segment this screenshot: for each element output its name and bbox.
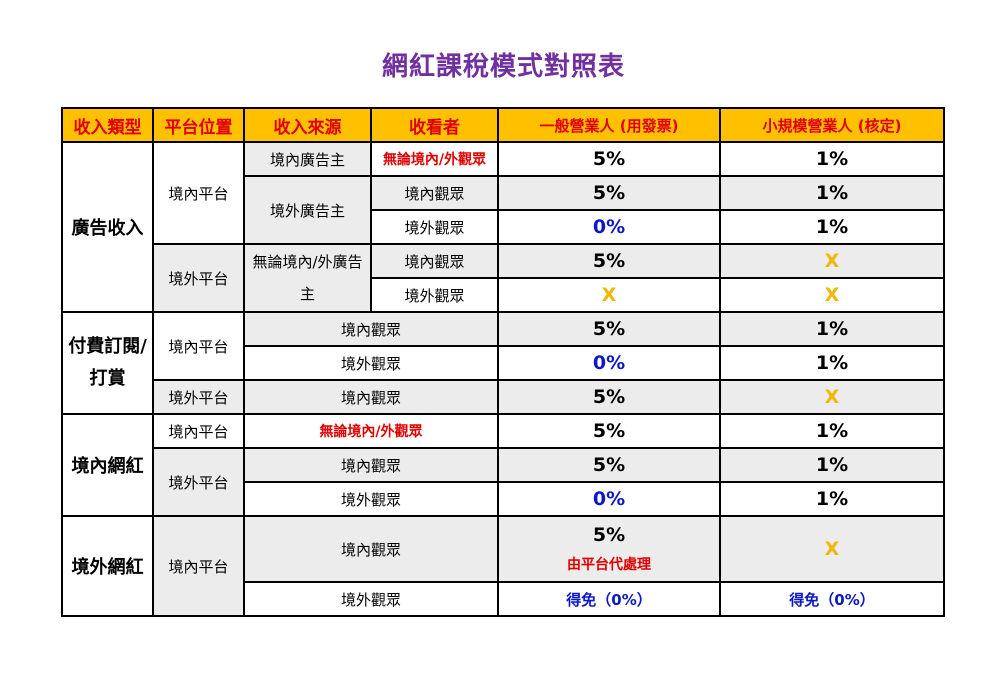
income-type-ad: 廣告收入 (61, 141, 154, 313)
table-row: 境外觀眾 得免（0%） 得免（0%） (62, 581, 945, 617)
table-row: 境外觀眾 X X (62, 277, 945, 313)
general-rate: 5% (497, 413, 721, 449)
platform-cell: 境外平台 (152, 379, 245, 415)
header-platform: 平台位置 (152, 107, 245, 143)
viewer-cell: 境內觀眾 (243, 311, 499, 347)
general-rate: 0% (497, 345, 721, 381)
income-type-subscription: 付費訂閱/ 打賞 (61, 311, 154, 415)
small-rate: 1% (719, 413, 945, 449)
small-rate: 1% (719, 311, 945, 347)
platform-cell: 境內平台 (152, 141, 245, 245)
small-rate: 1% (719, 345, 945, 381)
platform-cell: 境外平台 (152, 243, 245, 313)
table-row: 境外網紅 境內平台 境內觀眾 5% 由平台代處理 X (61, 515, 945, 617)
small-rate: 1% (719, 141, 945, 177)
header-income-type: 收入類型 (61, 107, 154, 143)
general-rate: 5% (497, 175, 721, 211)
header-row: 收入類型 平台位置 收入來源 收看者 一般營業人 (用發票) 小規模營業人 (核… (61, 107, 945, 143)
small-rate: 1% (719, 175, 945, 211)
platform-cell: 境外平台 (152, 447, 245, 517)
header-source: 收入來源 (243, 107, 372, 143)
source-cell: 境內廣告主 (243, 141, 372, 177)
general-rate: 5% (497, 243, 721, 279)
table-row: 境外觀眾 0% 1% (62, 209, 945, 245)
source-cell: 境外廣告主 (243, 175, 372, 245)
viewer-cell: 無論境內/外觀眾 (370, 141, 499, 177)
viewer-cell: 境內觀眾 (370, 175, 499, 211)
header-general-business: 一般營業人 (用發票) (497, 107, 721, 143)
table-row: 境外平台 境內觀眾 5% X (62, 379, 945, 415)
table-row: 廣告收入 境內平台 境內廣告主 無論境內/外觀眾 5% 1% (61, 141, 945, 313)
small-rate-exempt: 得免（0%） (719, 581, 945, 617)
table-row: 境外平台 境內觀眾 5% 1% (62, 447, 945, 517)
platform-cell: 境內平台 (152, 515, 245, 617)
general-rate: 5% (497, 447, 721, 483)
tax-comparison-table: 收入類型 平台位置 收入來源 收看者 一般營業人 (用發票) 小規模營業人 (核… (61, 107, 945, 617)
table-row: 境外平台 無論境內/外廣告 主 境內觀眾 5% X (62, 243, 945, 313)
small-rate: 1% (719, 481, 945, 517)
general-rate: 0% (497, 481, 721, 517)
general-rate: 5% (592, 524, 626, 546)
source-line: 無論境內/外廣告 (252, 253, 363, 271)
viewer-cell: 境外觀眾 (370, 209, 499, 245)
general-rate-cell: 5% 由平台代處理 (497, 515, 721, 583)
small-rate-na: X (719, 277, 945, 313)
viewer-cell: 境外觀眾 (243, 581, 499, 617)
viewer-cell: 境內觀眾 (243, 379, 499, 415)
general-rate-exempt: 得免（0%） (497, 581, 721, 617)
viewer-cell: 境內觀眾 (370, 243, 499, 279)
table-row: 付費訂閱/ 打賞 境內平台 境內觀眾 5% 1% (61, 311, 945, 415)
general-rate: 5% (497, 379, 721, 415)
general-rate-na: X (497, 277, 721, 313)
general-rate: 0% (497, 209, 721, 245)
viewer-cell: 境外觀眾 (243, 345, 499, 381)
small-rate-na: X (719, 515, 945, 583)
viewer-cell: 境外觀眾 (370, 277, 499, 313)
viewer-cell: 境外觀眾 (243, 481, 499, 517)
table-row: 境外觀眾 0% 1% (62, 345, 945, 381)
platform-cell: 境內平台 (152, 311, 245, 381)
header-viewer: 收看者 (370, 107, 499, 143)
table-row: 境內網紅 境內平台 無論境內/外觀眾 5% 1% (61, 413, 945, 517)
table-row: 境外觀眾 0% 1% (62, 481, 945, 517)
general-rate: 5% (497, 141, 721, 177)
income-type-foreign-influencer: 境外網紅 (61, 515, 154, 617)
header-small-business: 小規模營業人 (核定) (719, 107, 945, 143)
income-type-line: 付費訂閱/ (68, 336, 147, 357)
general-rate: 5% (497, 311, 721, 347)
table-row: 境外廣告主 境內觀眾 5% 1% (62, 175, 945, 245)
income-type-domestic-influencer: 境內網紅 (61, 413, 154, 517)
small-rate: 1% (719, 209, 945, 245)
source-cell: 無論境內/外廣告 主 (243, 243, 372, 313)
small-rate: 1% (719, 447, 945, 483)
page-title: 網紅課稅模式對照表 (381, 52, 625, 82)
viewer-cell: 境內觀眾 (243, 515, 499, 583)
source-line: 主 (299, 285, 315, 303)
income-type-line: 打賞 (89, 368, 126, 389)
platform-cell: 境內平台 (152, 413, 245, 449)
platform-note: 由平台代處理 (567, 557, 651, 573)
viewer-cell: 無論境內/外觀眾 (243, 413, 499, 449)
viewer-cell: 境內觀眾 (243, 447, 499, 483)
small-rate-na: X (719, 379, 945, 415)
small-rate-na: X (719, 243, 945, 279)
